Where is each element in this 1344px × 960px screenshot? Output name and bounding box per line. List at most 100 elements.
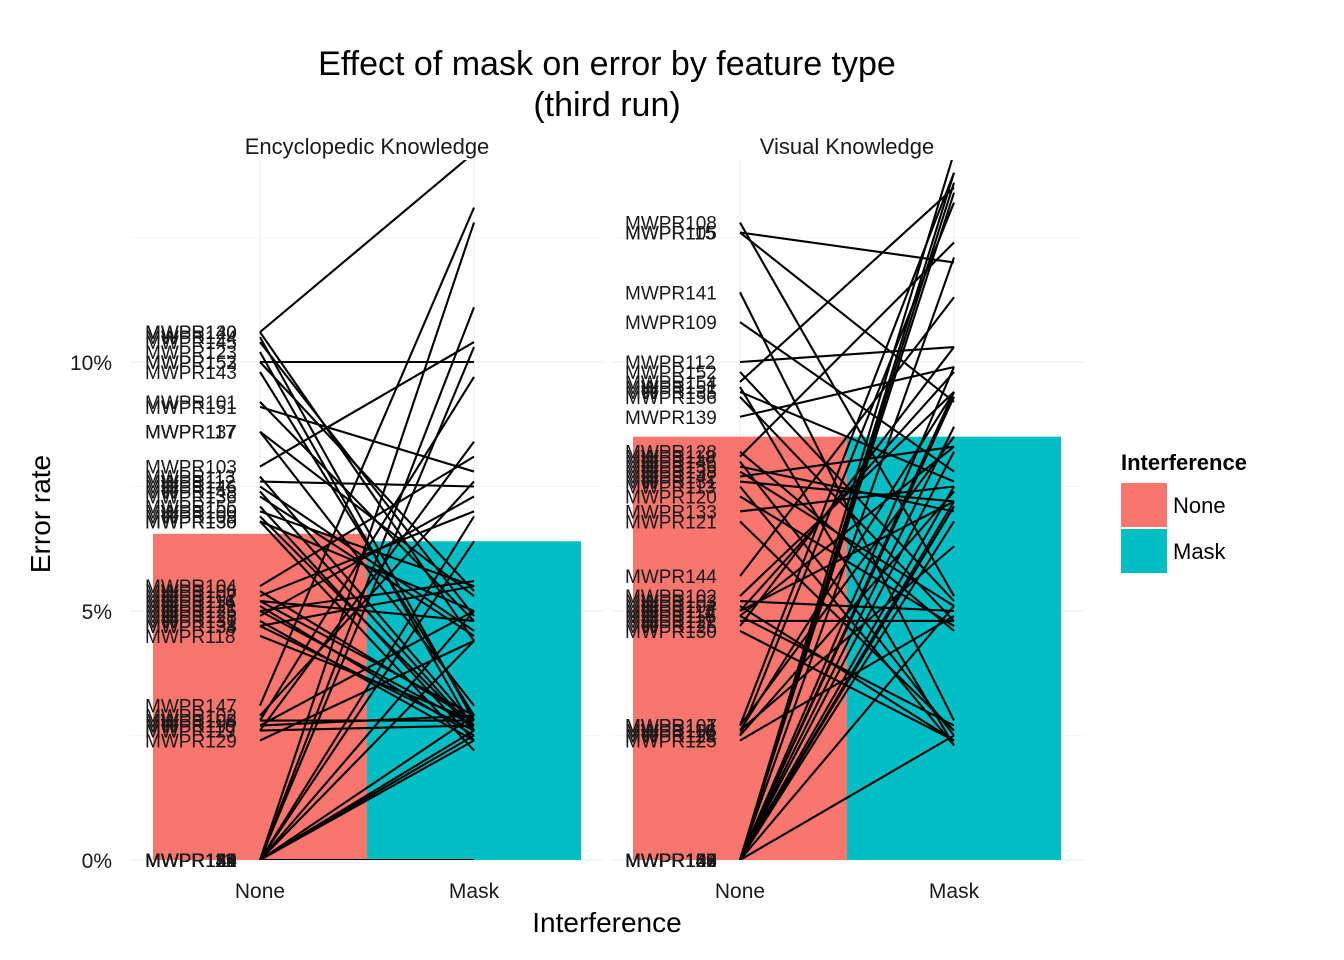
legend-swatch-none [1121,483,1167,527]
participant-label: MWPR102 [145,707,237,728]
participant-line [739,500,955,860]
participant-line [739,202,955,736]
participant-line [259,222,475,860]
participant-label: MWPR146 [145,478,237,499]
participant-label: MWPR131 [145,612,237,633]
y-tick-label: 5% [82,601,112,624]
participant-label: MWPR128 [145,607,237,628]
participant-label: MWPR112 [625,353,715,374]
participant-label: MWPR127 [145,722,237,743]
participant-label: MWPR120 [625,487,717,508]
participant-label: MWPR151 [625,378,717,399]
facet-panels: MWPR140MWPR120MWPR124MWPR145MWPR123MWPR1… [130,134,1084,903]
participant-line [739,605,955,860]
x-tick-label: Mask [449,880,500,903]
participant-line [739,222,955,597]
participant-line [259,431,475,707]
y-axis-title: Error rate [25,455,56,573]
participant-label: MWPR125 [145,602,237,623]
participant-label: MWPR156 [625,388,717,409]
participant-label: MWPR118 [625,448,715,469]
participant-label: MWPR140 [625,851,717,872]
participant-label: MWPR109 [625,313,717,334]
participant-label: MWPR107 [625,717,717,738]
participant-line [259,207,475,707]
participant-label: MWPR104 [625,597,717,618]
participant-label: MWPR154 [145,851,237,872]
participant-line [259,515,475,860]
participant-line [739,371,955,612]
participant-line [739,296,955,577]
participant-line [739,231,955,403]
participant-label: MWPR151 [145,398,237,419]
participant-label: MWPR110 [625,722,715,743]
participant-label: MWPR132 [625,851,717,872]
participant-label: MWPR152 [145,353,237,374]
participant-line [259,634,475,722]
participant-label: MWPR148 [625,851,717,872]
participant-label: MWPR149 [625,851,717,872]
participant-label: MWPR136 [145,487,237,508]
participant-label: MWPR144 [145,851,237,872]
participant-label: MWPR135 [625,383,717,404]
participant-label: MWPR105 [625,224,717,245]
participant-label: MWPR137 [145,423,237,444]
participant-label: MWPR138 [625,463,717,484]
participant-label: MWPR130 [145,512,237,533]
y-tick-label: 10% [70,352,112,375]
panel-0: MWPR140MWPR120MWPR124MWPR145MWPR123MWPR1… [130,134,603,903]
participant-label: MWPR129 [145,731,237,752]
participant-label: MWPR121 [625,512,717,533]
participant-label: MWPR103 [625,592,717,613]
participant-line [739,734,955,860]
participant-label: MWPR106 [625,722,717,743]
participant-label: MWPR101 [145,393,237,414]
participant-line [739,386,955,746]
participant-line [739,396,955,860]
participant-line [259,714,475,860]
participant-label: MWPR142 [625,468,717,489]
participant-label: MWPR111 [625,602,714,623]
participant-label: MWPR130 [625,622,717,643]
participant-label: MWPR118 [145,627,235,648]
participant-line [739,365,955,418]
participant-label: MWPR123 [145,343,237,364]
participant-label: MWPR136 [625,458,717,479]
participant-label: MWPR119 [625,727,715,748]
participant-label: MWPR113 [145,468,235,489]
participant-label: MWPR149 [145,851,237,872]
facet-strip-label: Encyclopedic Knowledge [245,134,490,159]
participant-label: MWPR124 [625,727,717,748]
participant-line [259,610,475,727]
participant-label: MWPR129 [625,851,717,872]
y-tick-label: 0% [82,850,112,873]
participant-label: MWPR111 [145,851,234,872]
participant-label: MWPR141 [625,283,717,304]
participant-line [739,450,955,632]
participant-label: MWPR154 [625,373,717,394]
participant-line [259,331,475,642]
participant-line [259,724,475,732]
participant-label: MWPR124 [145,328,237,349]
participant-line [739,366,955,860]
participant-line [738,182,956,860]
participant-label: MWPR137 [625,851,717,872]
participant-line [259,341,475,468]
participant-line [259,341,475,617]
participant-line [259,515,475,732]
participant-label: MWPR133 [625,502,717,523]
participant-label: MWPR150 [625,851,717,872]
participant-line [259,599,475,623]
participant-label: MWPR148 [145,482,237,503]
participant-line [739,520,955,860]
participant-label: MWPR114 [145,592,236,613]
participant-label: MWPR100 [145,502,237,523]
participant-label: MWPR141 [145,851,237,872]
participant-line [259,590,475,722]
y-axis: 0% 5% 10% [70,352,112,873]
participant-line [259,580,475,613]
participant-label: MWPR138 [145,617,237,638]
participant-label: MWPR135 [145,512,237,533]
participant-label: MWPR144 [625,567,717,588]
